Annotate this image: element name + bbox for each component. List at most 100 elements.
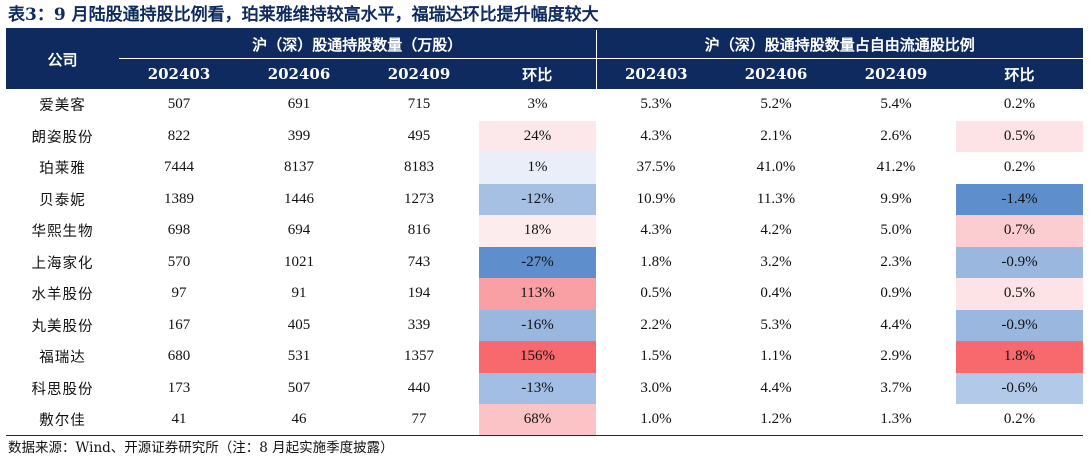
company-name-cell: 丸美股份 bbox=[31, 318, 94, 335]
shares-202409-cell: 495 bbox=[407, 127, 431, 144]
header-shares-change: 环比 bbox=[479, 58, 597, 89]
ratio-202409-cell: 9.9% bbox=[880, 190, 912, 207]
table-row: 朗姿股份 822 399 495 24% 4.3% 2.1% 2.6% 0.5% bbox=[6, 120, 1084, 152]
header-company: 公司 bbox=[6, 30, 119, 89]
table-row: 爱美客 507 691 715 3% 5.3% 5.2% 5.4% 0.2% bbox=[6, 89, 1084, 121]
shares-202406-cell: 8137 bbox=[284, 159, 314, 176]
header-shares-202406: 202406 bbox=[239, 58, 359, 89]
shares-202409-cell: 194 bbox=[407, 285, 431, 302]
company-name-cell: 爱美客 bbox=[39, 98, 86, 115]
shares-change-cell: 1% bbox=[479, 152, 597, 184]
shares-change-cell: -16% bbox=[479, 309, 597, 341]
company-name-cell: 珀莱雅 bbox=[39, 161, 86, 178]
table-row: 珀莱雅 7444 8137 8183 1% 37.5% 41.0% 41.2% 0.2% bbox=[6, 152, 1084, 184]
company-name-cell: 敷尔佳 bbox=[39, 413, 86, 430]
ratio-202406-cell: 1.2% bbox=[760, 411, 792, 428]
ratio-202403-cell: 0.5% bbox=[640, 285, 672, 302]
header-group-ratio: 沪（深）股通持股数量占自由流通股比例 bbox=[595, 30, 1084, 59]
ratio-change-cell: 0.7% bbox=[956, 215, 1084, 247]
company-name-cell: 水羊股份 bbox=[31, 287, 94, 304]
ratio-202403-cell: 1.5% bbox=[640, 348, 672, 365]
ratio-202403-cell: 1.8% bbox=[640, 253, 672, 270]
shares-change-cell: 24% bbox=[479, 120, 597, 152]
header-ratio-change: 环比 bbox=[956, 58, 1084, 89]
shares-202406-cell: 91 bbox=[291, 285, 307, 302]
ratio-202406-cell: 0.4% bbox=[760, 285, 792, 302]
shares-202409-cell: 1357 bbox=[404, 348, 434, 365]
ratio-202406-cell: 2.1% bbox=[760, 127, 792, 144]
ratio-202403-cell: 1.0% bbox=[640, 411, 672, 428]
shares-202406-cell: 1021 bbox=[284, 253, 314, 270]
shares-change-cell: 113% bbox=[479, 278, 597, 310]
title-rule bbox=[6, 28, 1083, 30]
company-name-cell: 贝泰妮 bbox=[39, 192, 86, 209]
company-name-cell: 上海家化 bbox=[31, 255, 94, 272]
shares-202403-cell: 97 bbox=[171, 285, 187, 302]
ratio-202403-cell: 10.9% bbox=[636, 190, 676, 207]
shares-202406-cell: 1446 bbox=[284, 190, 314, 207]
table-row: 贝泰妮 1389 1446 1273 -12% 10.9% 11.3% 9.9% -1.4% bbox=[6, 183, 1084, 215]
table-row: 福瑞达 680 531 1357 156% 1.5% 1.1% 2.9% 1.8% bbox=[6, 341, 1084, 373]
ratio-202406-cell: 11.3% bbox=[756, 190, 796, 207]
ratio-202403-cell: 2.2% bbox=[640, 316, 672, 333]
shares-202406-cell: 691 bbox=[287, 96, 311, 113]
shares-202406-cell: 399 bbox=[287, 127, 311, 144]
ratio-202403-cell: 4.3% bbox=[640, 222, 672, 239]
shares-202403-cell: 822 bbox=[167, 127, 191, 144]
shares-202409-cell: 1273 bbox=[404, 190, 434, 207]
shares-202409-cell: 8183 bbox=[404, 159, 434, 176]
company-name-cell: 朗姿股份 bbox=[31, 129, 94, 146]
ratio-202403-cell: 5.3% bbox=[640, 96, 672, 113]
ratio-202406-cell: 4.4% bbox=[760, 379, 792, 396]
header-ratio-202406: 202406 bbox=[716, 58, 837, 89]
ratio-202406-cell: 5.3% bbox=[760, 316, 792, 333]
ratio-202409-cell: 3.7% bbox=[880, 379, 912, 396]
ratio-change-cell: 0.5% bbox=[956, 278, 1084, 310]
shares-202406-cell: 46 bbox=[291, 411, 307, 428]
ratio-change-cell: 0.2% bbox=[956, 404, 1084, 436]
shares-202403-cell: 7444 bbox=[164, 159, 194, 176]
table-row: 上海家化 570 1021 743 -27% 1.8% 3.2% 2.3% -0.9% bbox=[6, 246, 1084, 278]
header-row-groups: 公司 沪（深）股通持股数量（万股） 沪（深）股通持股数量占自由流通股比例 bbox=[6, 30, 1084, 89]
shares-202409-cell: 816 bbox=[407, 222, 431, 239]
ratio-202406-cell: 1.1% bbox=[760, 348, 792, 365]
shares-change-cell: 3% bbox=[479, 89, 597, 121]
source-note: 数据来源：Wind、开源证券研究所（注：8 月起实施季度披露） bbox=[8, 440, 394, 456]
ratio-202409-cell: 2.6% bbox=[880, 127, 912, 144]
shares-202403-cell: 507 bbox=[167, 96, 191, 113]
table-row: 敷尔佳 41 46 77 68% 1.0% 1.2% 1.3% 0.2% bbox=[6, 404, 1084, 436]
table-row: 水羊股份 97 91 194 113% 0.5% 0.4% 0.9% 0.5% bbox=[6, 278, 1084, 310]
table-title: 表3：9 月陆股通持股比例看，珀莱雅维持较高水平，福瑞达环比提升幅度较大 bbox=[8, 5, 599, 25]
ratio-202406-cell: 4.2% bbox=[760, 222, 792, 239]
shares-202403-cell: 570 bbox=[167, 253, 191, 270]
ratio-change-cell: -1.4% bbox=[956, 183, 1084, 215]
table-row: 华熙生物 698 694 816 18% 4.3% 4.2% 5.0% 0.7% bbox=[6, 215, 1084, 247]
ratio-202409-cell: 5.0% bbox=[880, 222, 912, 239]
ratio-change-cell: 0.2% bbox=[956, 89, 1084, 121]
shares-202403-cell: 41 bbox=[171, 411, 187, 428]
header-shares-202409: 202409 bbox=[359, 58, 479, 89]
ratio-change-cell: -0.6% bbox=[956, 372, 1084, 404]
header-row-periods: 202403 202406 202409 环比 202403 202406 20… bbox=[6, 58, 1084, 89]
shares-202403-cell: 680 bbox=[167, 348, 191, 365]
ratio-202409-cell: 41.2% bbox=[876, 159, 916, 176]
shares-202406-cell: 507 bbox=[287, 379, 311, 396]
company-name-cell: 福瑞达 bbox=[39, 350, 86, 367]
shares-change-cell: 18% bbox=[479, 215, 597, 247]
ratio-change-cell: 0.2% bbox=[956, 152, 1084, 184]
shares-202403-cell: 167 bbox=[167, 316, 191, 333]
header-ratio-202403: 202403 bbox=[595, 58, 717, 89]
holdings-table: 公司 沪（深）股通持股数量（万股） 沪（深）股通持股数量占自由流通股比例 202… bbox=[6, 30, 1084, 436]
company-name-cell: 华熙生物 bbox=[31, 224, 94, 241]
shares-202409-cell: 440 bbox=[407, 379, 431, 396]
shares-202409-cell: 715 bbox=[407, 96, 431, 113]
ratio-change-cell: -0.9% bbox=[956, 246, 1084, 278]
shares-change-cell: -12% bbox=[479, 183, 597, 215]
ratio-202409-cell: 2.9% bbox=[880, 348, 912, 365]
shares-202403-cell: 698 bbox=[167, 222, 191, 239]
ratio-202406-cell: 41.0% bbox=[756, 159, 796, 176]
shares-202403-cell: 173 bbox=[167, 379, 191, 396]
shares-202406-cell: 531 bbox=[287, 348, 311, 365]
table-row: 科思股份 173 507 440 -13% 3.0% 4.4% 3.7% -0.6% bbox=[6, 372, 1084, 404]
header-group-shares: 沪（深）股通持股数量（万股） bbox=[119, 30, 597, 59]
